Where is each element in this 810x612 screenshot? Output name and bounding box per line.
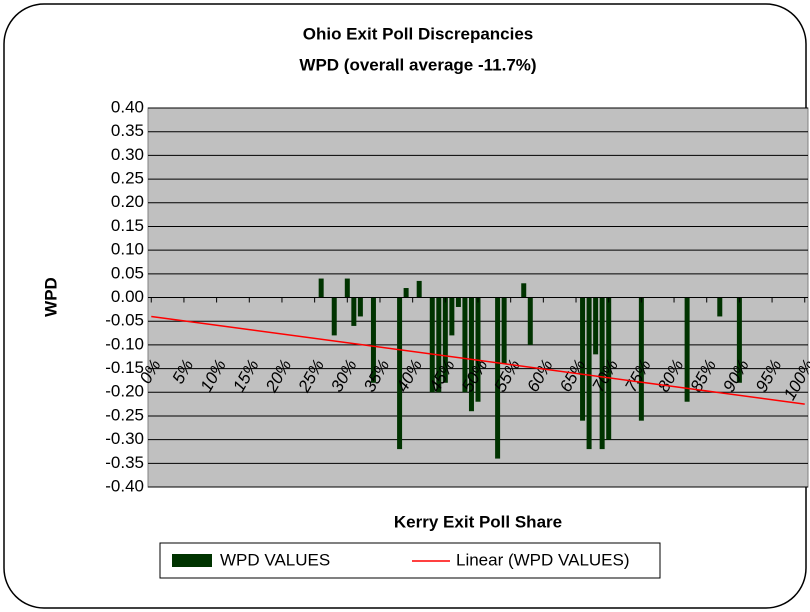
bar — [462, 297, 468, 393]
y-tick-label: -0.05 — [105, 311, 144, 330]
bar — [475, 297, 481, 402]
bar — [416, 280, 422, 298]
bar — [351, 297, 357, 326]
bar — [442, 297, 448, 383]
bar — [318, 278, 324, 298]
y-tick-label: 0.00 — [111, 287, 144, 306]
bar — [606, 297, 612, 440]
bar — [501, 297, 507, 364]
bar — [593, 297, 599, 355]
x-axis-title: Kerry Exit Poll Share — [394, 512, 562, 531]
bar — [527, 297, 533, 345]
legend-swatch — [172, 554, 212, 567]
legend-label: Linear (WPD VALUES) — [456, 550, 630, 569]
bar — [736, 297, 742, 383]
bar — [429, 297, 435, 393]
bar — [580, 297, 586, 421]
bar — [638, 297, 644, 421]
chart-title: Ohio Exit Poll Discrepancies — [303, 24, 534, 43]
y-tick-label: -0.30 — [105, 429, 144, 448]
y-tick-label: 0.05 — [111, 263, 144, 282]
y-tick-label: 0.20 — [111, 192, 144, 211]
bar — [495, 297, 501, 459]
bar — [684, 297, 690, 402]
bar — [717, 297, 723, 317]
bar — [455, 297, 461, 307]
bar — [436, 297, 442, 393]
y-tick-label: -0.35 — [105, 453, 144, 472]
legend — [159, 542, 661, 579]
y-tick-label: 0.30 — [111, 145, 144, 164]
bar — [397, 297, 403, 450]
bar — [357, 297, 363, 317]
y-tick-label: -0.25 — [105, 405, 144, 424]
bar — [586, 297, 592, 450]
y-tick-label: 0.40 — [111, 97, 144, 116]
bar — [449, 297, 455, 336]
chart-subtitle: WPD (overall average -11.7%) — [299, 55, 536, 74]
y-tick-label: 0.10 — [111, 240, 144, 259]
y-tick-label: -0.40 — [105, 476, 144, 495]
y-tick-label: -0.10 — [105, 334, 144, 353]
y-tick-label: -0.20 — [105, 382, 144, 401]
bar — [403, 288, 409, 298]
bar — [331, 297, 337, 336]
y-tick-label: -0.15 — [105, 358, 144, 377]
y-tick-label: 0.15 — [111, 216, 144, 235]
bar — [370, 297, 376, 383]
trendline — [151, 315, 805, 405]
y-tick-label: 0.35 — [111, 121, 144, 140]
bar — [521, 283, 527, 298]
bar — [468, 297, 474, 412]
y-axis-title: WPD — [41, 277, 60, 317]
legend-label: WPD VALUES — [220, 550, 330, 569]
y-tick-label: 0.25 — [111, 169, 144, 188]
bar — [344, 278, 350, 298]
bar — [599, 297, 605, 450]
